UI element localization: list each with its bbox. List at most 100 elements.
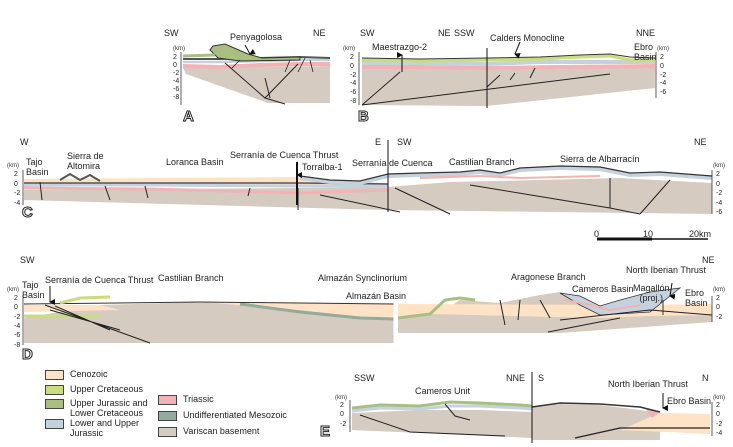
- legend-item: Upper Jurassic and Lower Cretaceous: [45, 398, 148, 418]
- depth-tick-label: -6: [173, 86, 180, 93]
- annotation-almazan-synclinorium: Almazán Synclinorium: [318, 273, 408, 283]
- legend-label: Variscan basement: [183, 426, 260, 436]
- panel-label-c: C: [22, 204, 34, 221]
- legend-swatch: [45, 419, 64, 429]
- legend-swatch: [158, 427, 177, 437]
- basement: [183, 66, 330, 103]
- depth-tick-label: 0: [716, 411, 720, 419]
- depth-tick-label: 0: [340, 411, 344, 419]
- depth-tick-label: -4: [173, 78, 180, 85]
- direction-label: N: [702, 373, 709, 383]
- annotation-ebro-basin: Ebro Basin: [634, 42, 657, 62]
- depth-tick-label: 2: [716, 402, 720, 409]
- axis-unit-label: (km): [713, 287, 725, 293]
- legend-swatch: [45, 370, 64, 380]
- annotation-torralba-1: Torralba-1: [302, 162, 343, 172]
- legend-label: Lower and Upper Jurassic: [70, 418, 140, 438]
- depth-tick-label: -2: [660, 71, 667, 79]
- depth-tick-label: -4: [350, 80, 357, 88]
- legend-label: Triassic: [183, 394, 214, 404]
- annotation-almazan-basin: Almazán Basin: [346, 291, 407, 301]
- legend-label: Upper Cretaceous: [70, 384, 144, 394]
- direction-label: NE: [702, 255, 715, 265]
- axis-unit-label: (km): [173, 46, 185, 52]
- depth-tick-label: -2: [340, 420, 347, 428]
- depth-tick-label: 0: [350, 62, 354, 70]
- triassic-wedge: [645, 408, 660, 418]
- depth-tick-label: -8: [350, 98, 357, 105]
- scale-label: 10: [643, 229, 654, 239]
- depth-tick-label: -6: [660, 89, 667, 97]
- cameros-jurassic: [559, 287, 682, 316]
- direction-label: NE: [438, 28, 451, 38]
- depth-tick-label: 0: [173, 62, 177, 69]
- annotation-serrania-de-cuenca-thrust: Serranía de Cuenca Thrust: [230, 150, 339, 160]
- depth-tick-label: -2: [716, 420, 723, 428]
- annotation-sierra-de-albarracin: Sierra de Albarracín: [560, 154, 640, 164]
- depth-tick-label: 0: [14, 304, 18, 312]
- direction-label: SW: [20, 255, 35, 265]
- depth-tick-label: -2: [14, 313, 21, 321]
- triassic-layer: [182, 62, 330, 70]
- depth-tick-label: -6: [350, 89, 357, 97]
- annotation-tajo-basin: Tajo Basin: [26, 157, 49, 177]
- basement: [352, 410, 532, 438]
- depth-tick-label: -2: [173, 70, 180, 77]
- legend-swatch: [158, 395, 177, 405]
- direction-label: NE: [694, 137, 707, 147]
- depth-tick-label: -2: [350, 71, 357, 79]
- legend-label: Cenozoic: [70, 369, 108, 379]
- annotation-loranca-basin: Loranca Basin: [166, 157, 224, 167]
- annotation-ebro-basin: Ebro Basin: [667, 396, 712, 406]
- axis-unit-label: (km): [335, 395, 347, 401]
- cenozoic-fill: [24, 305, 120, 312]
- depth-tick-label: 2: [660, 54, 664, 61]
- depth-tick-label: 0: [716, 180, 720, 188]
- annotation-castilian-branch: Castilian Branch: [449, 157, 515, 167]
- upper-cretaceous-block: [209, 43, 301, 62]
- annotation-serrania-de-cuenca-thrust: Serranía de Cuenca Thrust: [45, 275, 154, 285]
- direction-label: SSW: [454, 28, 475, 38]
- depth-tick-label: 2: [350, 54, 354, 61]
- depth-tick-label: -2: [716, 313, 723, 321]
- section-e: [349, 372, 713, 443]
- annotation-aragonese-branch: Aragonese Branch: [511, 272, 586, 282]
- depth-tick-label: -6: [14, 332, 21, 340]
- annotation-north-iberian-thrust: North Iberian Thrust: [626, 265, 706, 275]
- annotation-maestrazgo: Maestrazgo-2: [372, 42, 428, 52]
- annotation-tajo-basin: Tajo Basin: [22, 280, 45, 300]
- annotation-serrania-de-cuenca: Serranía de Cuenca: [352, 158, 433, 168]
- annotation-cameros-unit: Cameros Unit: [415, 386, 471, 396]
- annotation-ebro-basin: Ebro Basin: [685, 288, 708, 308]
- depth-tick-label: 0: [716, 304, 720, 312]
- annotation-castilian-branch: Castilian Branch: [158, 273, 224, 283]
- depth-tick-label: 2: [716, 171, 720, 178]
- depth-tick-label: -4: [14, 199, 21, 207]
- scale-label: 0: [594, 229, 600, 239]
- scale-label: 20km: [689, 229, 712, 239]
- legend-item: Undifferentiated Mesozoic: [158, 410, 287, 421]
- panel-label-d: D: [22, 346, 34, 363]
- direction-label: NNE: [506, 373, 526, 383]
- section-c: [22, 140, 713, 215]
- legend-label: Upper Jurassic and Lower Cretaceous: [70, 398, 148, 418]
- depth-tick-label: 2: [14, 171, 18, 178]
- direction-label: W: [20, 137, 29, 147]
- depth-tick-label: -4: [660, 80, 667, 88]
- depth-tick-label: -6: [716, 209, 723, 216]
- direction-label: S: [538, 373, 545, 383]
- axis-unit-label: (km): [657, 46, 669, 52]
- legend-item: Upper Cretaceous: [45, 384, 143, 395]
- depth-tick-label: -2: [716, 190, 723, 197]
- legend-item: Cenozoic: [45, 369, 108, 380]
- direction-label: NNE: [636, 28, 656, 38]
- axis-unit-label: (km): [7, 163, 19, 169]
- axis-unit-label: (km): [343, 46, 355, 52]
- basement: [24, 178, 712, 214]
- panel-label-b: B: [358, 108, 370, 125]
- annotation-north-iberian-thrust: North Iberian Thrust: [608, 379, 688, 389]
- direction-label: SW: [360, 28, 375, 38]
- legend-item: Lower and Upper Jurassic: [45, 418, 139, 438]
- legend-label: Undifferentiated Mesozoic: [183, 410, 287, 420]
